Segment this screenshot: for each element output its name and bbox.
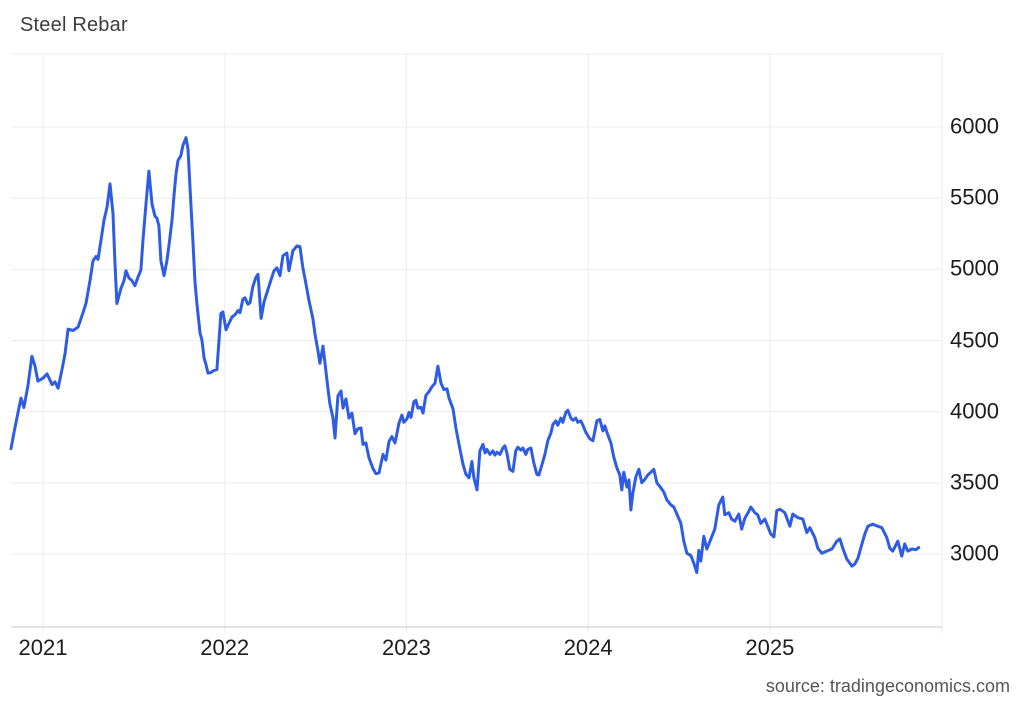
x-axis-label: 2022 — [200, 635, 250, 660]
x-axis-label: 2024 — [563, 635, 613, 660]
y-axis-label: 4500 — [950, 326, 999, 352]
y-axis-label: 5000 — [950, 255, 999, 281]
chart-title: Steel Rebar — [20, 14, 128, 36]
x-axis-label: 2023 — [381, 635, 431, 660]
y-axis-label: 5500 — [950, 184, 999, 210]
y-axis-label: 6000 — [950, 113, 999, 139]
y-axis-label: 3000 — [950, 540, 999, 566]
price-line — [9, 136, 921, 574]
source-credit: source: tradingeconomics.com — [765, 676, 1010, 696]
x-axis-label: 2021 — [18, 635, 68, 660]
y-axis-label: 3500 — [950, 469, 999, 495]
x-axis-label: 2025 — [745, 635, 795, 660]
y-axis-label: 4000 — [950, 398, 999, 424]
